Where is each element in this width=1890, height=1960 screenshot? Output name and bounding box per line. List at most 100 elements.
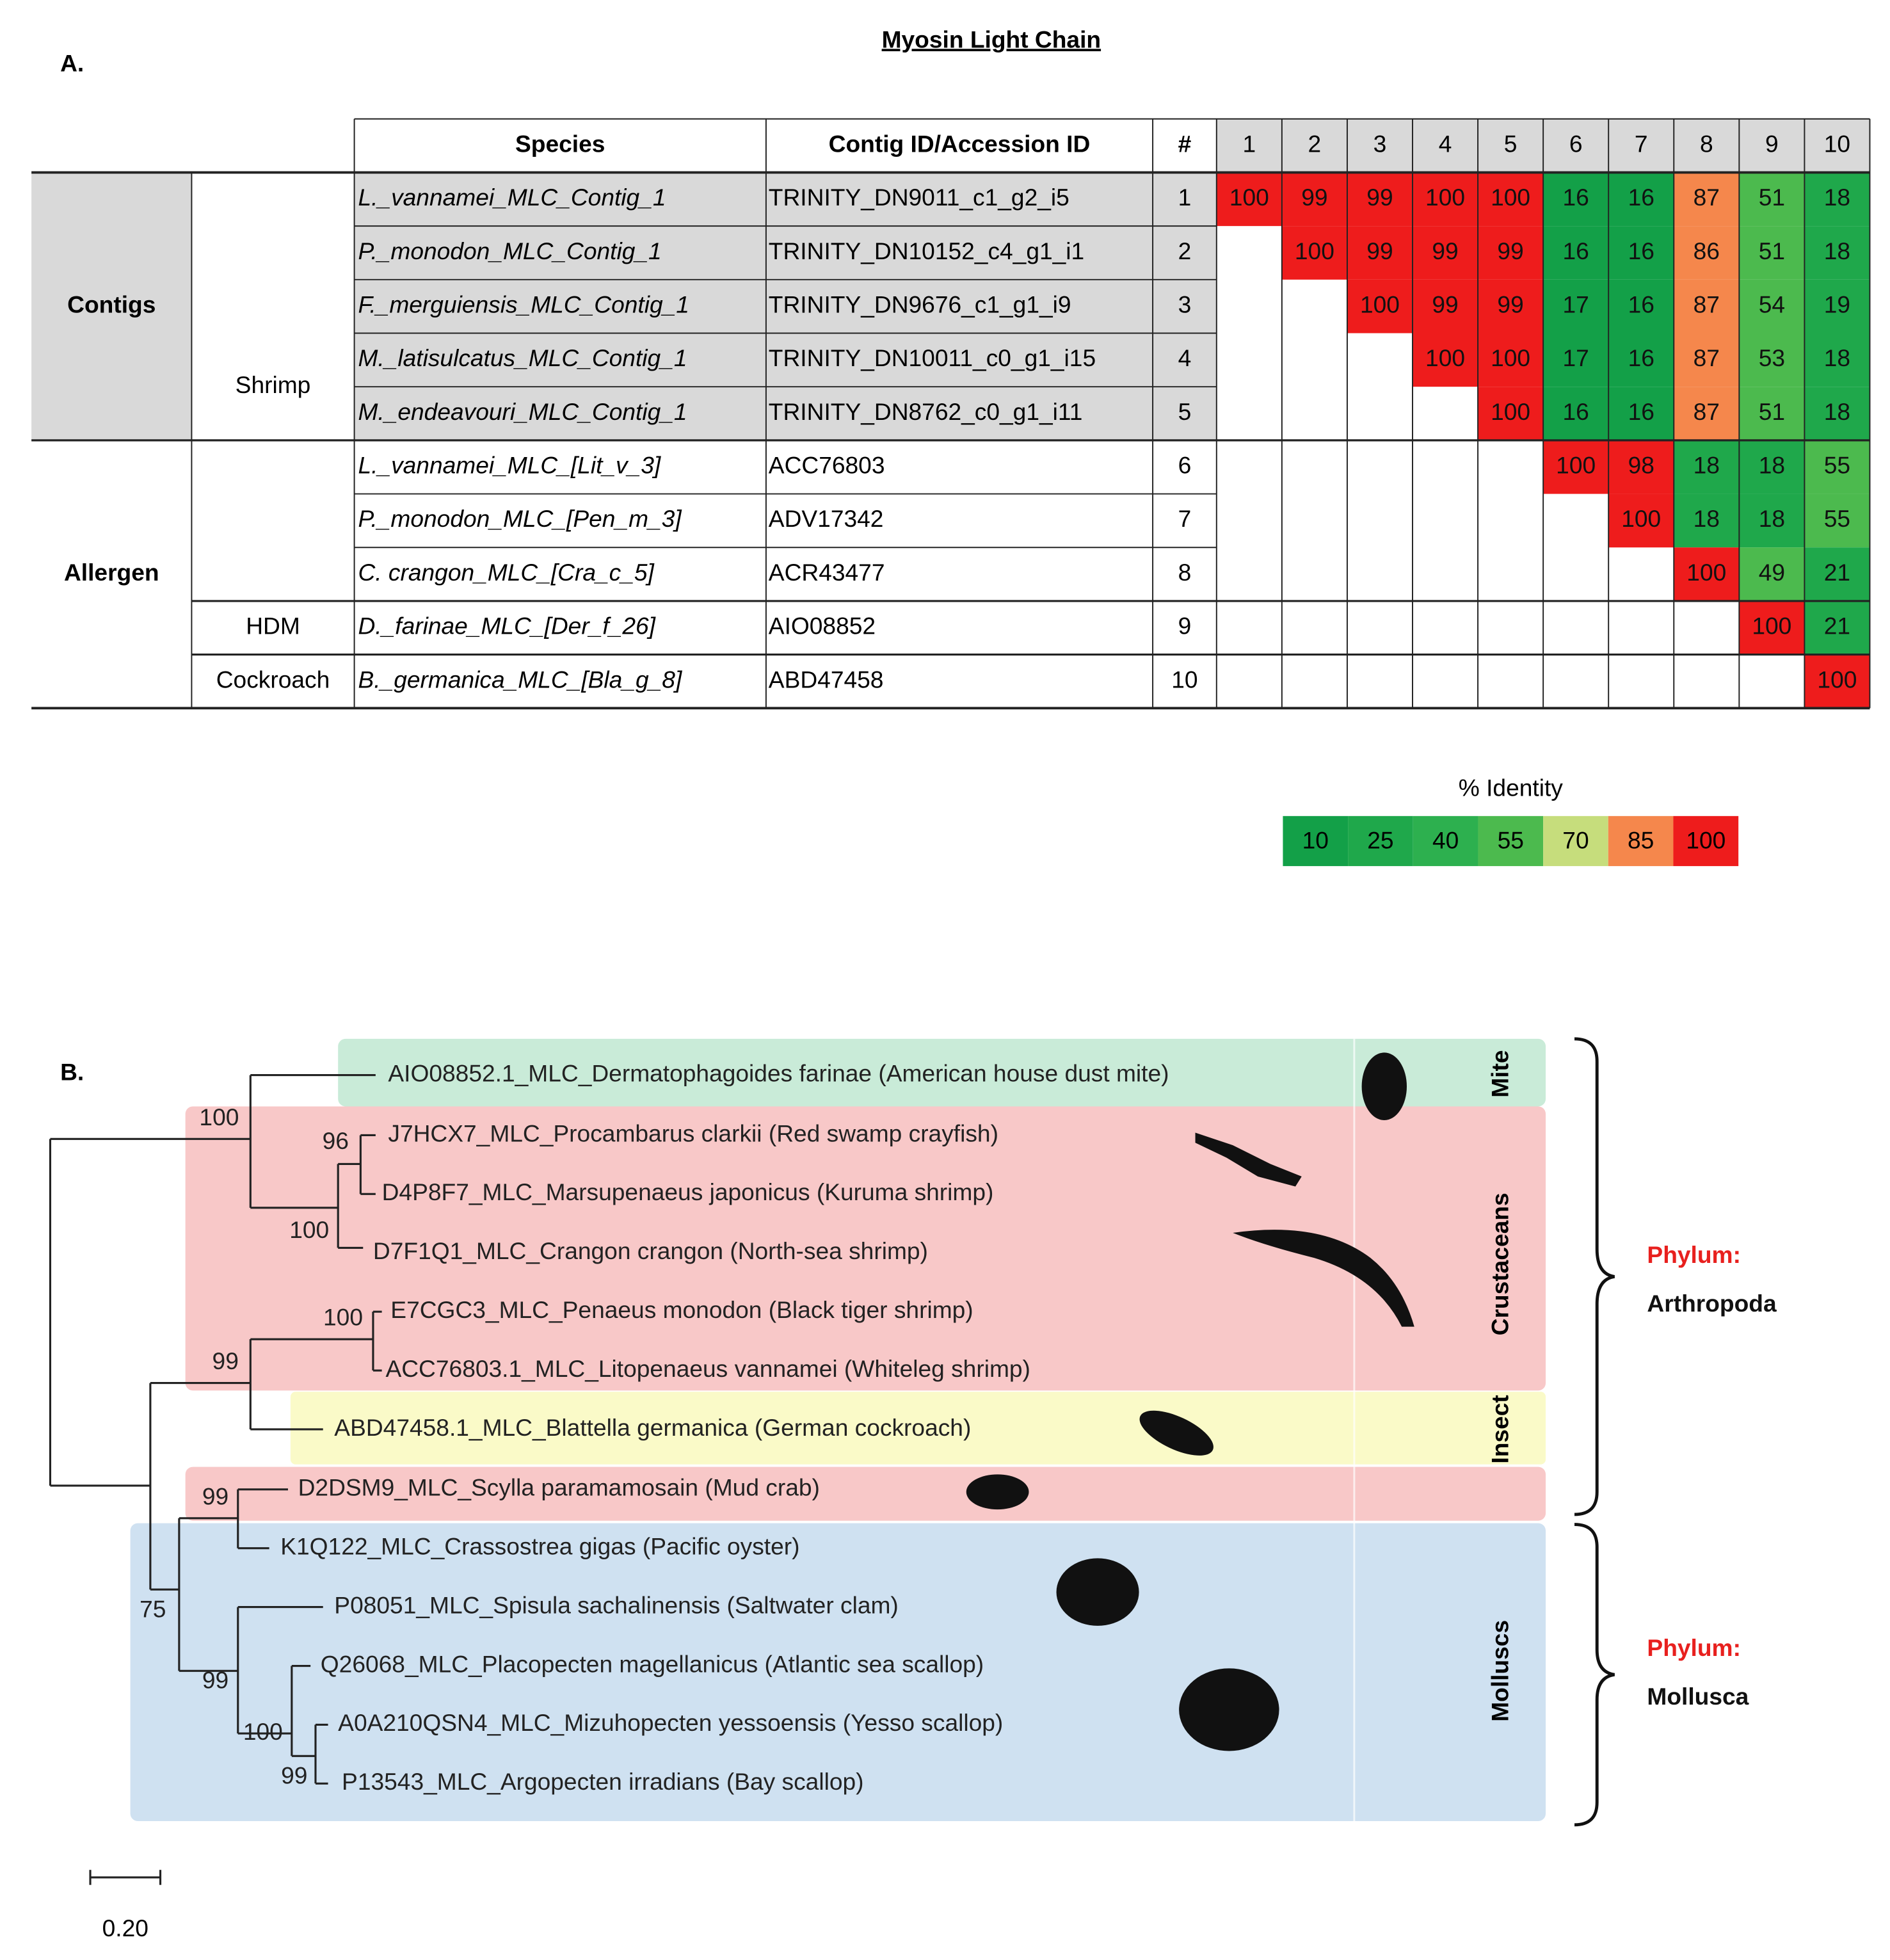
accession-id: ACR43477	[769, 559, 885, 586]
species: M._endeavouri_MLC_Contig_1	[358, 398, 687, 425]
bootstrap: 96	[323, 1127, 349, 1154]
identity-cell	[1478, 333, 1544, 387]
identity-cell	[1543, 333, 1609, 387]
phylum-prefix: Phylum:	[1647, 1241, 1741, 1268]
species: C. crangon_MLC_[Cra_c_5]	[358, 559, 655, 586]
identity-value: 19	[1824, 291, 1850, 317]
identity-cell	[1478, 172, 1544, 227]
identity-cell	[1216, 172, 1282, 227]
identity-value: 87	[1694, 344, 1720, 371]
contig-bg	[354, 172, 1217, 440]
header-cell: Contig ID/Accession ID	[829, 130, 1091, 157]
species: F._merguiensis_MLC_Contig_1	[358, 291, 689, 317]
legend-value: 70	[1562, 827, 1589, 854]
identity-cell	[1674, 547, 1740, 601]
identity-cell	[1804, 279, 1870, 333]
identity-cell	[1674, 494, 1740, 548]
subgroup-label: Cockroach	[216, 666, 330, 693]
identity-value: 87	[1694, 184, 1720, 211]
legend-value: 55	[1498, 827, 1524, 854]
leaf-label: E7CGC3_MLC_Penaeus monodon (Black tiger …	[390, 1296, 973, 1323]
tree-branches	[49, 1074, 382, 1785]
identity-value: 18	[1759, 452, 1785, 479]
accession-id: ADV17342	[769, 505, 884, 532]
identity-value: 54	[1759, 291, 1785, 317]
identity-value: 17	[1563, 344, 1589, 371]
brace	[1574, 1523, 1615, 1827]
bootstrap: 99	[202, 1482, 228, 1509]
identity-value: 99	[1432, 291, 1458, 317]
subgroup-label: HDM	[246, 613, 300, 639]
scallop-icon	[1179, 1668, 1279, 1751]
identity-value: 100	[1817, 666, 1857, 693]
legend-swatch	[1608, 815, 1674, 867]
identity-value: 100	[1621, 505, 1661, 532]
identity-cell	[1739, 494, 1805, 548]
clade-box	[185, 1466, 1546, 1521]
identity-cell	[1804, 494, 1870, 548]
identity-cell	[1674, 333, 1740, 387]
legend-value: 100	[1686, 827, 1726, 854]
identity-cell	[1543, 387, 1609, 440]
identity-value: 17	[1563, 291, 1589, 317]
clade-box	[185, 1106, 1546, 1391]
identity-cell	[1413, 172, 1478, 227]
clade-label: Insect	[1486, 1395, 1513, 1463]
accession-id: TRINITY_DN9676_c1_g1_i9	[769, 291, 1071, 317]
identity-value: 16	[1563, 237, 1589, 264]
bootstrap: 99	[281, 1762, 307, 1788]
clade-label: Crustaceans	[1486, 1193, 1513, 1335]
leaf-label: P08051_MLC_Spisula sachalinensis (Saltwa…	[334, 1591, 898, 1618]
identity-value: 98	[1628, 452, 1654, 479]
identity-value: 51	[1759, 398, 1785, 425]
species: L._vannamei_MLC_Contig_1	[358, 184, 666, 211]
identity-value: 18	[1824, 184, 1850, 211]
subgroup-label: Shrimp	[236, 371, 311, 398]
identity-cell	[1739, 333, 1805, 387]
identity-cell	[1608, 440, 1674, 494]
identity-cell	[1804, 333, 1870, 387]
accession-id: ACC76803	[769, 452, 885, 479]
identity-cell	[1413, 333, 1478, 387]
identity-value: 86	[1694, 237, 1720, 264]
identity-value: 16	[1563, 398, 1589, 425]
legend-value: 40	[1432, 827, 1459, 854]
bootstrap: 75	[140, 1595, 166, 1622]
group-label: Contigs	[67, 291, 156, 317]
column-number: 2	[1308, 130, 1322, 157]
row-number: 1	[1178, 184, 1192, 211]
row-number: 2	[1178, 237, 1192, 264]
identity-value: 100	[1491, 398, 1530, 425]
leaf-label: D4P8F7_MLC_Marsupenaeus japonicus (Kurum…	[382, 1178, 994, 1205]
column-number: 3	[1373, 130, 1387, 157]
species: L._vannamei_MLC_[Lit_v_3]	[358, 452, 661, 479]
row-number: 6	[1178, 452, 1192, 479]
identity-cell	[1739, 279, 1805, 333]
leaf-label: ACC76803.1_MLC_Litopenaeus vannamei (Whi…	[385, 1355, 1030, 1382]
group-bg	[31, 172, 192, 440]
identity-cell	[1478, 279, 1544, 333]
identity-value: 99	[1366, 184, 1393, 211]
identity-value: 100	[1295, 237, 1334, 264]
bootstrap: 99	[202, 1667, 228, 1694]
identity-value: 55	[1824, 505, 1850, 532]
identity-cell	[1608, 387, 1674, 440]
identity-value: 18	[1759, 505, 1785, 532]
identity-value: 53	[1759, 344, 1785, 371]
identity-value: 18	[1694, 452, 1720, 479]
leaf-label: D2DSM9_MLC_Scylla paramamosain (Mud crab…	[298, 1474, 820, 1501]
leaf-label: D7F1Q1_MLC_Crangon crangon (North-sea sh…	[373, 1237, 928, 1264]
crab-icon	[966, 1474, 1029, 1510]
identity-value: 100	[1491, 184, 1530, 211]
identity-value: 49	[1759, 559, 1785, 586]
leaf-label: J7HCX7_MLC_Procambarus clarkii (Red swam…	[388, 1120, 998, 1146]
row-number: 4	[1178, 344, 1192, 371]
crayfish-icon	[1195, 1132, 1302, 1187]
legend-swatch	[1283, 815, 1349, 867]
clade-label: Mite	[1486, 1050, 1513, 1097]
leaf-label: Q26068_MLC_Placopecten magellanicus (Atl…	[321, 1650, 984, 1677]
row-number: 5	[1178, 398, 1192, 425]
legend-title: % Identity	[1459, 775, 1564, 801]
identity-cell	[1739, 172, 1805, 227]
identity-cell	[1608, 333, 1674, 387]
